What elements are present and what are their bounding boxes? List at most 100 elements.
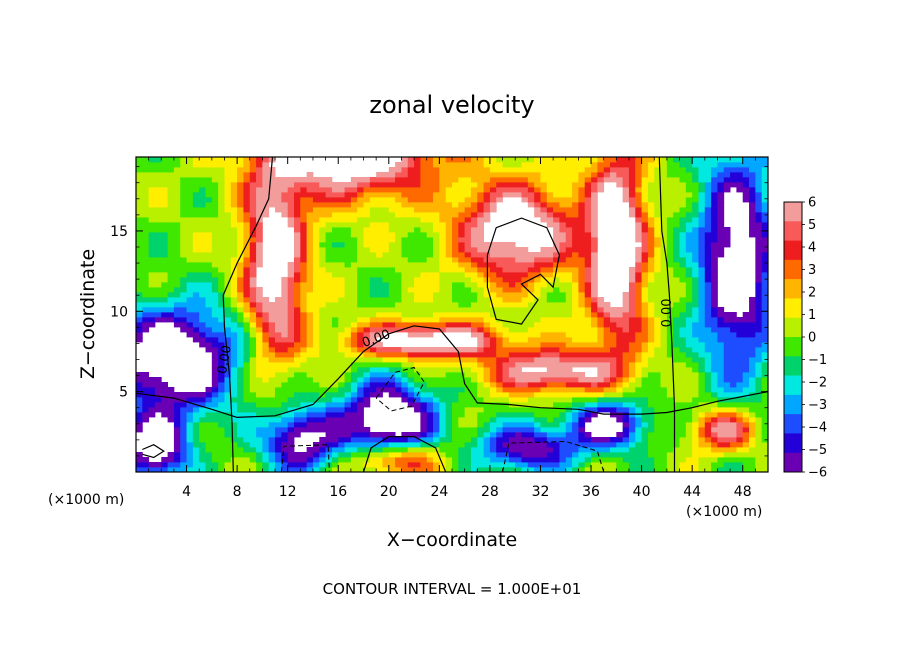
field-cell [414, 382, 421, 388]
field-cell [679, 307, 687, 313]
field-cell [230, 302, 238, 308]
field-cell [312, 387, 320, 393]
field-cell [268, 392, 276, 398]
field-cell [338, 382, 345, 388]
field-cell [666, 292, 674, 298]
field-cell [218, 177, 225, 183]
field-cell [275, 452, 282, 458]
field-cell [502, 332, 510, 338]
field-cell [603, 342, 611, 348]
field-cell [666, 277, 674, 283]
field-cell [205, 237, 213, 243]
field-cell [654, 417, 661, 423]
field-cell [439, 277, 447, 283]
field-cell [464, 227, 472, 233]
field-cell [275, 417, 282, 423]
field-cell [578, 327, 586, 333]
field-cell [262, 212, 270, 218]
field-cell [452, 192, 459, 198]
field-cell [262, 162, 270, 168]
field-cell [666, 222, 674, 228]
field-cell [306, 192, 314, 198]
field-cell [654, 437, 661, 443]
field-cell [458, 327, 466, 333]
field-cell [527, 272, 535, 278]
field-cell [534, 272, 541, 278]
field-cell [407, 242, 415, 248]
field-cell [407, 247, 415, 253]
field-cell [218, 452, 225, 458]
field-cell [616, 387, 624, 393]
field-cell [224, 432, 232, 438]
field-cell [445, 427, 453, 433]
field-cell [319, 342, 326, 348]
field-cell [230, 237, 238, 243]
field-cell [249, 267, 257, 273]
field-cell [357, 267, 364, 273]
field-cell [376, 432, 383, 438]
field-cell [325, 437, 333, 443]
field-cell [628, 462, 636, 468]
field-cell [578, 302, 586, 308]
field-cell [161, 237, 168, 243]
field-cell [173, 307, 181, 313]
field-cell [338, 442, 345, 448]
field-cell [192, 407, 200, 413]
field-cell [458, 407, 466, 413]
field-cell [610, 397, 617, 403]
field-cell [230, 232, 238, 238]
field-cell [508, 257, 516, 263]
field-cell [452, 382, 459, 388]
field-cell [294, 197, 301, 203]
field-cell [173, 162, 181, 168]
field-cell [616, 377, 624, 383]
field-cell [572, 262, 579, 268]
field-cell [136, 277, 143, 283]
field-cell [527, 167, 535, 173]
field-cell [433, 427, 440, 433]
field-cell [161, 242, 168, 248]
field-cell [426, 307, 434, 313]
field-cell [666, 237, 674, 243]
field-cell [578, 372, 586, 378]
field-cell [142, 252, 150, 258]
field-cell [180, 302, 187, 308]
field-cell [420, 312, 428, 318]
field-cell [205, 312, 213, 318]
field-cell [692, 237, 699, 243]
field-cell [452, 457, 459, 463]
field-cell [300, 312, 308, 318]
field-cell [173, 247, 181, 253]
field-cell [502, 417, 510, 423]
field-cell [426, 402, 434, 408]
field-cell [679, 242, 687, 248]
field-cell [256, 212, 263, 218]
field-cell [249, 162, 257, 168]
field-cell [338, 252, 345, 258]
field-cell [142, 387, 150, 393]
field-cell [553, 167, 560, 173]
field-cell [654, 362, 661, 368]
field-cell [312, 267, 320, 273]
field-cell [249, 332, 257, 338]
field-cell [559, 267, 567, 273]
field-cell [464, 177, 472, 183]
field-cell [287, 307, 295, 313]
field-cell [654, 382, 661, 388]
field-cell [407, 307, 415, 313]
field-cell [275, 322, 282, 328]
field-cell [363, 297, 371, 303]
field-cell [445, 392, 453, 398]
field-cell [610, 387, 617, 393]
field-cell [237, 372, 244, 378]
field-cell [319, 327, 326, 333]
field-cell [591, 337, 598, 343]
field-cell [420, 272, 428, 278]
field-cell [401, 232, 409, 238]
field-cell [508, 457, 516, 463]
field-cell [331, 217, 339, 223]
field-cell [647, 157, 655, 163]
field-cell [256, 237, 263, 243]
field-cell [679, 462, 687, 468]
field-cell [376, 187, 383, 193]
